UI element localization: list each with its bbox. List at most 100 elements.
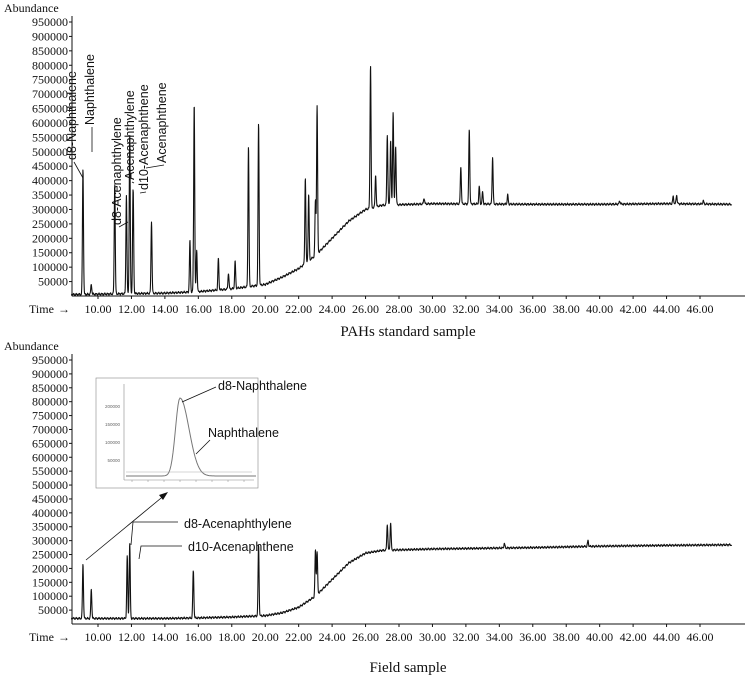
y-tick-label: 850000 [32, 381, 68, 395]
x-tick-label: 44.00 [653, 302, 680, 316]
x-tick-label: 32.00 [452, 302, 479, 316]
y-tick-label: 400000 [32, 506, 68, 520]
y-tick-label: 150000 [32, 246, 68, 260]
y-tick-label: 500000 [32, 145, 68, 159]
y-tick-label: 700000 [32, 422, 68, 436]
inset-leader-line [181, 386, 217, 403]
peak-leader-line [118, 221, 129, 228]
y-tick-label: 350000 [32, 520, 68, 534]
y-tick-label: 50000 [38, 275, 68, 289]
y-tick-label: 750000 [32, 409, 68, 423]
y-tick-label: 950000 [32, 353, 68, 367]
field-sample-panel: Abundance5000010000015000020000025000030… [4, 339, 745, 676]
peak-label: d8-Naphthalene [65, 71, 79, 160]
peak-leader-line [131, 181, 135, 184]
y-tick-label: 250000 [32, 217, 68, 231]
chromatogram-trace [70, 522, 733, 621]
peak-label: Naphthalene [83, 54, 97, 125]
y-tick-label: 700000 [32, 87, 68, 101]
y-tick-label: 400000 [32, 174, 68, 188]
y-tick-label: 550000 [32, 464, 68, 478]
x-tick-label: 38.00 [553, 302, 580, 316]
inset-trace [126, 397, 256, 477]
inset-leader-line [195, 439, 211, 455]
y-axis-title: Abundance [4, 1, 59, 15]
y-axis-title: Abundance [4, 339, 59, 353]
inset-y-tick: 200000 [105, 404, 121, 409]
x-tick-label: 24.00 [319, 630, 346, 644]
y-tick-label: 900000 [32, 29, 68, 43]
y-tick-label: 750000 [32, 73, 68, 87]
panel-caption: PAHs standard sample [340, 324, 476, 340]
y-tick-label: 100000 [32, 589, 68, 603]
x-tick-label: 20.00 [252, 302, 279, 316]
x-axis-title: Time [29, 630, 54, 644]
y-tick-label: 850000 [32, 44, 68, 58]
y-tick-label: 800000 [32, 395, 68, 409]
x-tick-label: 28.00 [386, 302, 413, 316]
peak-label: d10-Acenaphthene [137, 84, 151, 190]
x-axis-arrow-icon: → [58, 630, 70, 644]
peak-leader-line [145, 164, 165, 169]
y-tick-label: 300000 [32, 202, 68, 216]
x-tick-label: 10.00 [85, 302, 112, 316]
inset-y-tick: 50000 [107, 458, 120, 463]
x-tick-label: 26.00 [352, 630, 379, 644]
y-tick-label: 600000 [32, 116, 68, 130]
y-tick-label: 450000 [32, 492, 68, 506]
x-tick-label: 12.00 [118, 302, 145, 316]
x-tick-label: 40.00 [586, 302, 613, 316]
x-tick-label: 34.00 [486, 630, 513, 644]
x-tick-label: 22.00 [285, 630, 312, 644]
peak-leader-line [130, 521, 178, 546]
y-tick-label: 250000 [32, 548, 68, 562]
x-tick-label: 30.00 [419, 630, 446, 644]
zoom-arrow-head-icon [159, 492, 168, 500]
inset-frame [95, 377, 259, 489]
x-tick-label: 28.00 [386, 630, 413, 644]
zoom-arrow-line [85, 493, 167, 561]
y-tick-label: 500000 [32, 478, 68, 492]
peak-label: Acenaphthene [155, 82, 169, 163]
x-tick-label: 24.00 [319, 302, 346, 316]
peak-label: Acenaphthylene [123, 90, 137, 180]
inset-peak-label: Naphthalene [208, 426, 279, 440]
y-tick-label: 150000 [32, 575, 68, 589]
y-tick-label: 950000 [32, 15, 68, 29]
standard-sample-panel: Abundance 5000010000015000020000025000030… [4, 1, 745, 340]
x-tick-label: 32.00 [452, 630, 479, 644]
inset-y-tick: 150000 [105, 422, 121, 427]
x-tick-label: 36.00 [519, 630, 546, 644]
x-tick-label: 18.00 [218, 302, 245, 316]
x-tick-label: 18.00 [218, 630, 245, 644]
x-tick-label: 16.00 [185, 630, 212, 644]
x-tick-label: 26.00 [352, 302, 379, 316]
x-tick-label: 14.00 [151, 630, 178, 644]
x-tick-label: 46.00 [687, 302, 714, 316]
x-tick-label: 46.00 [687, 630, 714, 644]
y-tick-label: 800000 [32, 58, 68, 72]
y-tick-label: 550000 [32, 130, 68, 144]
x-tick-label: 14.00 [151, 302, 178, 316]
y-tick-label: 200000 [32, 231, 68, 245]
peak-leader-line [138, 545, 182, 560]
y-tick-label: 350000 [32, 188, 68, 202]
x-tick-label: 40.00 [586, 630, 613, 644]
x-tick-label: 38.00 [553, 630, 580, 644]
y-tick-label: 450000 [32, 159, 68, 173]
peak-label: d10-Acenaphthene [188, 540, 294, 554]
peak-label: d8-Acenaphthylene [110, 117, 124, 225]
x-tick-label: 44.00 [653, 630, 680, 644]
x-tick-label: 16.00 [185, 302, 212, 316]
y-tick-label: 900000 [32, 367, 68, 381]
y-tick-label: 100000 [32, 260, 68, 274]
panel-caption: Field sample [369, 660, 446, 676]
x-axis-title: Time [29, 302, 54, 316]
peak-label: d8-Acenaphthylene [184, 517, 292, 531]
x-tick-label: 20.00 [252, 630, 279, 644]
inset-y-tick: 100000 [105, 440, 121, 445]
x-tick-label: 42.00 [620, 630, 647, 644]
x-tick-label: 36.00 [519, 302, 546, 316]
y-tick-label: 300000 [32, 534, 68, 548]
